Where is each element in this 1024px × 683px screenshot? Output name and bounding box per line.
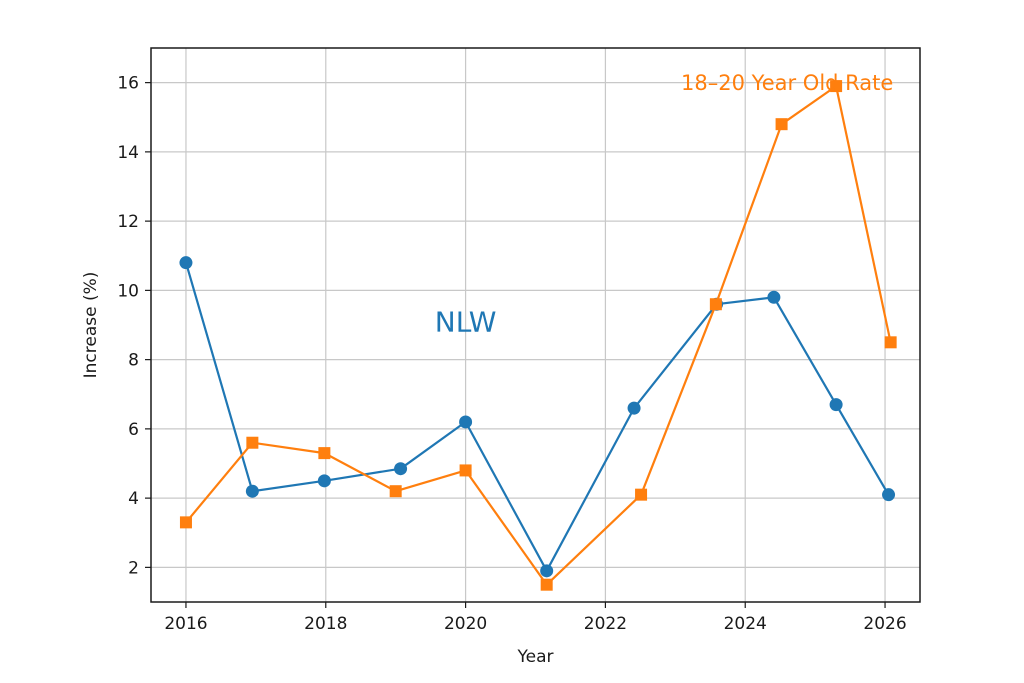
annotations-layer: NLW 18–20 Year Old Rate [435,71,894,338]
series-line [185,84,892,586]
data-point-square [246,436,259,449]
series-line [184,262,890,572]
data-point-circle [459,415,473,429]
x-tick-label: 2026 [863,614,906,634]
y-tick-label: 10 [117,281,139,301]
gridlines [151,48,920,602]
y-tick-label: 14 [117,143,139,163]
youth-rate-series-label: 18–20 Year Old Rate [681,71,893,95]
y-tick-label: 4 [128,489,139,509]
x-axis-label: Year [517,647,554,667]
y-tick-label: 8 [128,351,139,371]
x-tick-label: 2022 [584,614,627,634]
data-point-square [389,485,402,498]
series-nlw [179,256,896,578]
x-tick-label: 2020 [444,614,487,634]
data-point-square [318,447,331,460]
nlw-series-label: NLW [435,305,497,338]
series-youth-rate [179,80,897,591]
y-axis-label: Increase (%) [81,272,101,379]
data-point-square [540,578,553,591]
x-tick-label: 2018 [304,614,347,634]
y-tick-label: 6 [128,420,139,440]
data-point-square [709,298,722,311]
axis-ticks: 2016 2018 2020 2022 2024 2026 2 4 6 8 10 12 14 16 [117,74,906,634]
data-point-circle [394,462,408,476]
x-tick-label: 2024 [724,614,767,634]
y-tick-label: 12 [117,212,139,232]
y-tick-label: 2 [128,558,139,578]
series-layer [179,80,897,591]
data-point-circle [627,401,641,415]
data-point-circle [767,290,781,304]
data-point-square [775,118,788,131]
data-point-circle [245,484,259,498]
data-point-square [459,464,472,477]
data-point-circle [540,564,554,578]
data-point-circle [882,488,896,502]
data-point-circle [179,256,193,270]
data-point-circle [829,398,843,412]
data-point-circle [317,474,331,488]
data-point-square [830,80,843,93]
x-tick-label: 2016 [164,614,207,634]
plot-frame [150,47,921,603]
data-point-square [635,488,648,501]
data-point-square [179,516,192,529]
data-point-square [884,336,897,349]
y-tick-label: 16 [117,74,139,94]
